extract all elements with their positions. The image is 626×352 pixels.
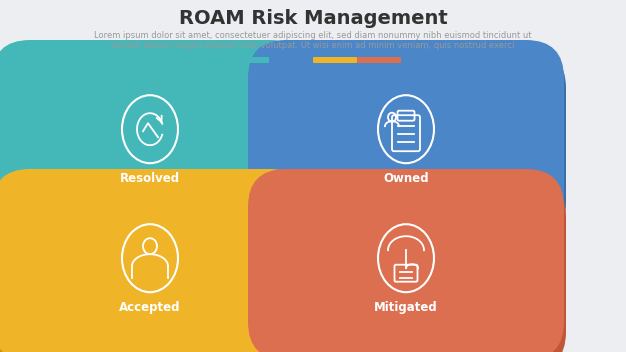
Text: Owned: Owned (383, 172, 429, 186)
FancyBboxPatch shape (0, 50, 310, 241)
FancyBboxPatch shape (0, 169, 308, 352)
Text: laoreet dolore magna aliquam erat volutpat. Ut wisi enim ad minim veniam, quis n: laoreet dolore magna aliquam erat volutp… (111, 42, 515, 50)
FancyBboxPatch shape (269, 57, 313, 63)
FancyBboxPatch shape (0, 40, 308, 231)
FancyBboxPatch shape (248, 40, 564, 231)
FancyBboxPatch shape (248, 169, 564, 352)
Text: Mitigated: Mitigated (374, 302, 438, 314)
Text: Accepted: Accepted (119, 302, 181, 314)
Text: Resolved: Resolved (120, 172, 180, 186)
FancyBboxPatch shape (250, 50, 566, 241)
FancyBboxPatch shape (225, 57, 269, 63)
FancyBboxPatch shape (250, 179, 566, 352)
Text: Lorem ipsum dolor sit amet, consectetuer adipiscing elit, sed diam nonummy nibh : Lorem ipsum dolor sit amet, consectetuer… (95, 31, 531, 40)
FancyBboxPatch shape (357, 57, 401, 63)
FancyBboxPatch shape (0, 179, 310, 352)
Text: ROAM Risk Management: ROAM Risk Management (178, 8, 448, 27)
FancyBboxPatch shape (313, 57, 357, 63)
